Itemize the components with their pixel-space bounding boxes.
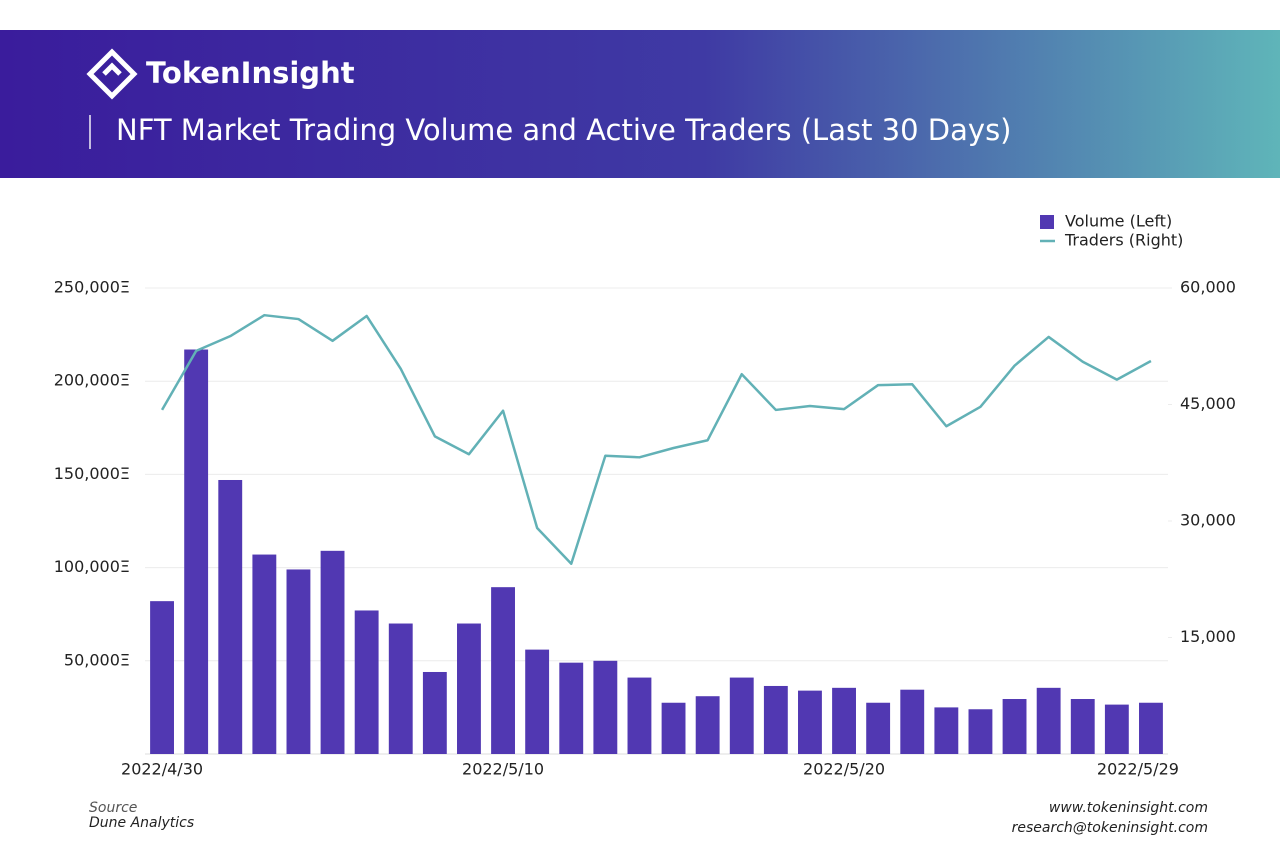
source: Dune Analytics xyxy=(89,815,194,831)
x-tick-label: 2022/5/10 xyxy=(462,760,544,779)
y-tick-label: 100,000Ξ xyxy=(54,557,130,576)
legend-swatch xyxy=(1040,215,1054,229)
x-tick-label: 2022/5/29 xyxy=(1097,760,1179,779)
y-tick-label: 50,000Ξ xyxy=(64,650,130,669)
x-tick-label: 2022/5/20 xyxy=(803,760,885,779)
legend-label: Volume (Left) xyxy=(1065,212,1172,231)
bar xyxy=(559,662,584,754)
y-tick-label: 200,000Ξ xyxy=(54,371,130,390)
brand: TokenInsight xyxy=(146,56,355,90)
website: www.tokeninsight.com xyxy=(1049,800,1208,816)
bar xyxy=(388,623,413,754)
y-tick-label: 250,000Ξ xyxy=(54,278,130,297)
bar xyxy=(252,554,277,754)
source-label: Source xyxy=(89,800,137,816)
bar xyxy=(286,569,311,754)
legend-label: Traders (Right) xyxy=(1064,231,1183,250)
x-tick-label: 2022/4/30 xyxy=(121,760,203,779)
email: research@tokeninsight.com xyxy=(1012,820,1208,836)
bar xyxy=(354,610,379,754)
y2-tick-label: 15,000 xyxy=(1180,627,1236,646)
bar xyxy=(832,687,856,754)
bar xyxy=(1036,687,1061,754)
bar xyxy=(729,677,754,754)
bar xyxy=(661,702,686,754)
bar xyxy=(1104,704,1129,754)
bar xyxy=(184,349,209,754)
bar xyxy=(593,660,618,754)
bar xyxy=(866,702,891,754)
bar xyxy=(457,623,481,754)
bar xyxy=(1139,702,1163,754)
bar xyxy=(1002,699,1027,754)
y2-tick-label: 60,000 xyxy=(1180,278,1236,297)
bar xyxy=(422,671,447,754)
y2-tick-label: 45,000 xyxy=(1180,394,1236,413)
bar xyxy=(968,709,993,754)
line xyxy=(160,313,1152,565)
chart-title: NFT Market Trading Volume and Active Tra… xyxy=(116,113,1012,147)
bar xyxy=(320,550,345,754)
y-tick-label: 150,000Ξ xyxy=(54,464,130,483)
y2-tick-label: 30,000 xyxy=(1180,511,1236,530)
bar xyxy=(900,689,925,754)
bar xyxy=(491,587,515,754)
bar xyxy=(218,479,243,754)
bar xyxy=(763,685,788,754)
bar xyxy=(150,601,174,754)
bar xyxy=(695,696,720,754)
bar xyxy=(1070,699,1095,754)
bar xyxy=(627,677,652,754)
bar xyxy=(798,690,822,754)
bar xyxy=(525,649,550,754)
header-banner xyxy=(0,30,1280,178)
logo-icon xyxy=(86,48,138,100)
bar xyxy=(934,707,959,754)
